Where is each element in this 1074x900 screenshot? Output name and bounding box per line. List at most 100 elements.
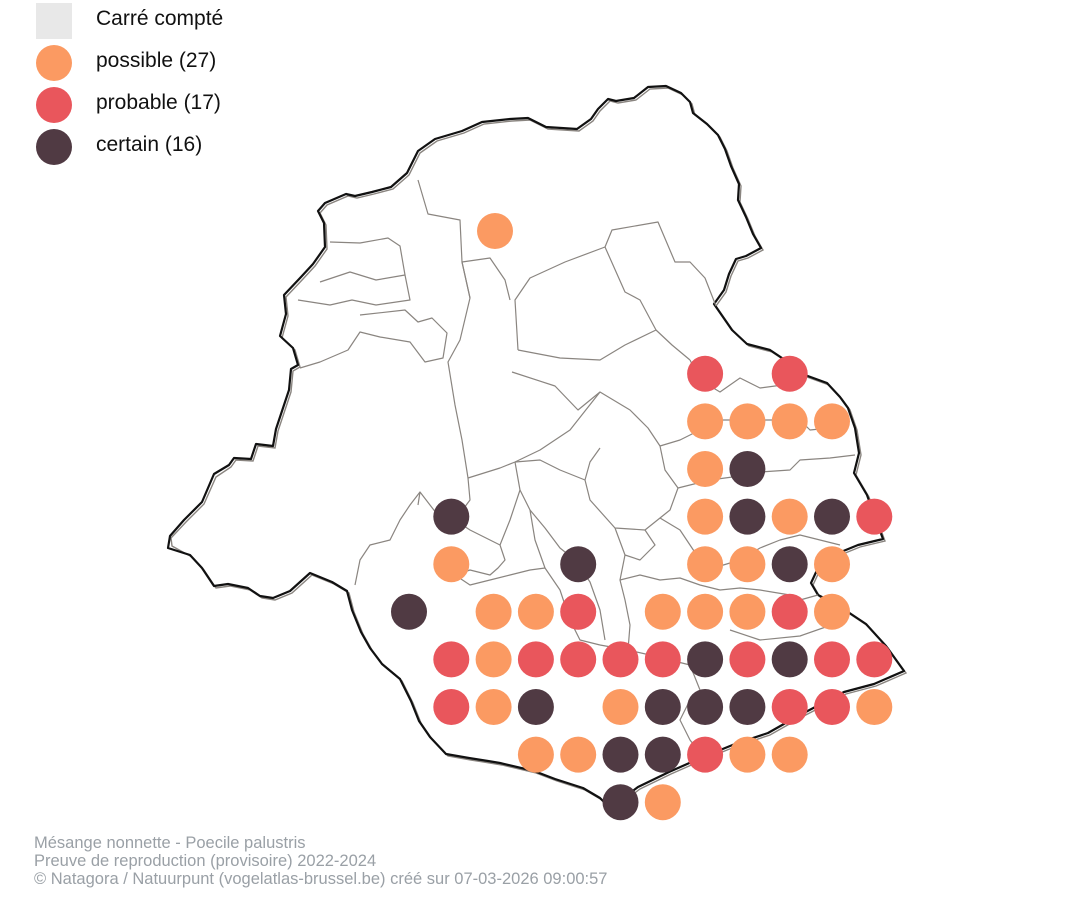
commune-line xyxy=(619,554,631,651)
observation-dot-possible xyxy=(602,689,639,725)
legend-item-probable: probable (17) xyxy=(36,84,356,126)
observation-dot-probable xyxy=(814,689,850,725)
commune-line xyxy=(599,644,704,758)
observation-dot-certain xyxy=(644,689,681,725)
caption-subtitle: Preuve de reproduction (provisoire) 2022… xyxy=(34,852,377,870)
observation-dot-possible xyxy=(687,451,724,487)
observation-dot-certain xyxy=(560,546,597,583)
observation-dot-certain xyxy=(644,736,681,773)
observation-dot-possible xyxy=(814,593,850,630)
observation-dots xyxy=(391,213,893,821)
commune-line xyxy=(514,221,717,351)
legend-label-certain: certain (16) xyxy=(96,133,203,156)
observation-dot-possible xyxy=(771,403,808,440)
commune-line xyxy=(614,527,656,561)
legend-label-probable: probable (17) xyxy=(96,91,221,114)
observation-dot-certain xyxy=(517,689,554,725)
observation-dot-probable xyxy=(433,641,470,678)
commune-line xyxy=(354,491,421,586)
observation-dot-possible xyxy=(477,213,513,249)
observation-dot-possible xyxy=(729,736,766,773)
observation-dot-certain xyxy=(433,498,470,535)
observation-dot-possible xyxy=(475,689,512,725)
legend-label-counted: Carré compté xyxy=(96,7,224,30)
observation-dot-possible xyxy=(644,784,681,821)
commune-line xyxy=(604,246,657,331)
observation-dot-probable xyxy=(644,641,681,678)
commune-line xyxy=(517,329,691,361)
observation-dot-possible xyxy=(687,593,724,630)
observation-dot-certain xyxy=(729,498,766,535)
observation-dot-probable xyxy=(517,641,554,678)
region-outline xyxy=(166,84,906,810)
commune-line xyxy=(584,445,679,531)
observation-dot-certain xyxy=(602,784,639,821)
commune-line xyxy=(319,237,406,283)
observation-dot-certain xyxy=(814,498,850,535)
observation-dot-certain xyxy=(771,641,808,678)
commune-line xyxy=(454,519,506,576)
commune-line xyxy=(511,371,601,411)
observation-dot-possible xyxy=(560,736,597,773)
legend-label-possible: possible (27) xyxy=(96,49,217,72)
observation-dot-possible xyxy=(729,593,766,630)
observation-dot-certain xyxy=(391,593,427,630)
map-caption: Mésange nonnette - Poecile palustris Pre… xyxy=(34,834,608,888)
caption-credit: © Natagora / Natuurpunt (vogelatlas-brus… xyxy=(34,870,608,888)
observation-dot-possible xyxy=(687,498,724,535)
certain-circle-swatch xyxy=(36,129,72,165)
observation-dot-possible xyxy=(433,546,470,583)
observation-dot-probable xyxy=(771,355,808,392)
observation-dot-possible xyxy=(517,736,554,773)
commune-line xyxy=(299,309,448,369)
observation-dot-possible xyxy=(475,641,512,678)
commune-line xyxy=(729,621,841,641)
observation-dot-possible xyxy=(814,546,850,583)
observation-dot-probable xyxy=(560,593,597,630)
observation-dot-probable xyxy=(814,641,850,678)
observation-dot-probable xyxy=(856,498,893,535)
commune-line xyxy=(529,509,601,646)
observation-dot-certain xyxy=(729,451,766,487)
commune-line xyxy=(499,489,521,546)
observation-dot-probable xyxy=(687,736,724,773)
commune-line xyxy=(514,459,586,481)
observation-dot-probable xyxy=(856,641,893,678)
observation-dot-possible xyxy=(729,403,766,440)
possible-circle-swatch xyxy=(36,45,72,81)
commune-line xyxy=(461,257,511,301)
observation-dot-certain xyxy=(687,689,724,725)
probable-circle-swatch xyxy=(36,87,72,123)
legend-item-possible: possible (27) xyxy=(36,42,356,84)
commune-line xyxy=(417,179,471,479)
legend-item-counted: Carré compté xyxy=(36,0,356,42)
observation-dot-possible xyxy=(517,593,554,630)
observation-dot-probable xyxy=(687,355,724,392)
region-outline-shadow xyxy=(170,87,908,811)
observation-dot-probable xyxy=(602,641,639,678)
observation-dot-probable xyxy=(771,689,808,725)
observation-dot-possible xyxy=(687,403,724,440)
legend-item-certain: certain (16) xyxy=(36,126,356,168)
observation-dot-probable xyxy=(433,689,470,725)
commune-line xyxy=(454,567,546,586)
observation-dot-certain xyxy=(602,736,639,773)
observation-dot-certain xyxy=(687,641,724,678)
observation-dot-certain xyxy=(729,689,766,725)
commune-line xyxy=(297,274,411,306)
observation-dot-possible xyxy=(771,736,808,773)
observation-dot-possible xyxy=(687,546,724,583)
commune-line xyxy=(514,461,606,641)
observation-dot-probable xyxy=(729,641,766,678)
observation-dot-possible xyxy=(729,546,766,583)
observation-dot-possible xyxy=(475,593,512,630)
observation-dot-possible xyxy=(856,689,893,725)
caption-species: Mésange nonnette - Poecile palustris xyxy=(34,834,306,852)
observation-dot-possible xyxy=(644,593,681,630)
observation-dot-probable xyxy=(771,593,808,630)
observation-dot-possible xyxy=(814,403,850,440)
counted-square-swatch xyxy=(36,3,72,39)
observation-dot-certain xyxy=(771,546,808,583)
observation-dot-probable xyxy=(560,641,597,678)
